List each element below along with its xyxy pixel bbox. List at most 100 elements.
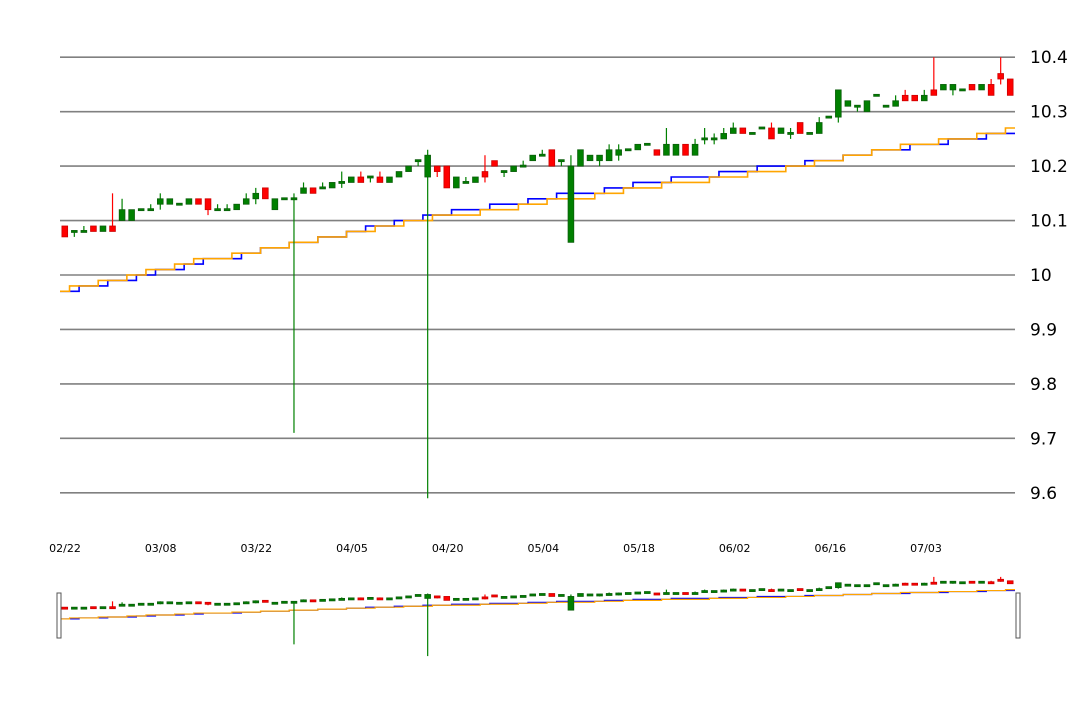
candle — [252, 187, 260, 205]
candle — [835, 89, 842, 123]
candle — [214, 204, 221, 212]
candle-body — [978, 84, 985, 91]
candle — [166, 198, 174, 205]
candle-body — [357, 176, 365, 183]
candle-body — [844, 100, 852, 107]
ma-fast-line — [60, 132, 1015, 293]
candle — [691, 138, 699, 156]
candle — [758, 126, 766, 130]
candle — [720, 128, 727, 140]
navigator-candle — [462, 597, 470, 601]
candle-body — [567, 596, 575, 611]
candle-body — [109, 225, 116, 232]
candle — [586, 154, 594, 162]
candle-body — [873, 93, 880, 97]
y-tick-label: 9.7 — [1030, 429, 1057, 449]
candle — [338, 171, 345, 188]
candle-body — [558, 159, 565, 163]
candle-body — [796, 122, 804, 134]
candle-body — [605, 593, 613, 596]
candle — [500, 170, 508, 177]
navigator-candle — [605, 592, 613, 596]
candle-body — [510, 165, 517, 172]
candle-body — [395, 596, 403, 600]
candle-body — [806, 132, 813, 135]
candle — [233, 203, 240, 211]
candle-body — [968, 84, 976, 91]
candle-body — [242, 198, 250, 205]
navigator-candle — [319, 598, 326, 602]
navigator-candle — [921, 582, 928, 586]
candle-body — [529, 593, 536, 597]
navigator-candle — [90, 606, 97, 610]
range-navigator[interactable] — [56, 576, 1021, 657]
candle-body — [672, 143, 680, 156]
candle-body — [252, 600, 260, 604]
navigator-candle — [195, 601, 202, 605]
navigator-candle — [634, 591, 642, 595]
candle-body — [319, 598, 326, 602]
candle — [348, 176, 355, 183]
candle — [510, 165, 517, 172]
candle — [644, 142, 651, 146]
navigator-candle — [185, 601, 193, 605]
candle-body — [911, 94, 918, 102]
candle — [80, 226, 88, 233]
navigator-candle — [730, 588, 737, 592]
candle-body — [901, 582, 909, 586]
navigator-candle — [348, 597, 355, 601]
navigator-candle — [835, 582, 842, 589]
candle — [777, 127, 785, 134]
candle-body — [710, 137, 718, 141]
candle-body — [80, 606, 88, 610]
navigator-candle — [911, 582, 918, 586]
candle — [863, 100, 871, 113]
candle — [796, 122, 804, 134]
navigator-candle — [118, 602, 126, 607]
candle-body — [911, 582, 918, 586]
navigator-candle — [739, 588, 747, 592]
candle-body — [844, 583, 852, 587]
navigator-candle — [510, 595, 517, 599]
candle — [682, 143, 689, 156]
navigator-right-handle[interactable] — [1015, 592, 1021, 639]
candle-body — [882, 104, 890, 108]
candle-body — [739, 127, 747, 134]
candle — [873, 93, 880, 97]
x-tick-label: 05/04 — [527, 542, 559, 555]
candle-body — [596, 593, 603, 597]
candle-body — [300, 599, 307, 603]
navigator-candle — [223, 602, 231, 606]
candle-body — [166, 198, 174, 205]
navigator-candle — [624, 592, 632, 595]
candle-body — [825, 586, 833, 590]
candle-body — [328, 182, 336, 189]
y-tick-label: 10.1 — [1030, 212, 1068, 232]
candle-body — [271, 198, 279, 211]
candle-body — [987, 84, 995, 96]
navigator-candle — [424, 593, 431, 657]
candle-body — [653, 592, 661, 596]
candle-body — [433, 165, 441, 172]
candle — [930, 57, 938, 96]
candle-body — [930, 581, 938, 585]
candle-body — [777, 588, 785, 592]
navigator-candle — [137, 602, 145, 606]
candle-body — [223, 208, 231, 212]
candle — [615, 144, 622, 161]
candle-body — [185, 198, 193, 205]
candle-body — [386, 597, 393, 601]
navigator-left-handle[interactable] — [56, 592, 62, 639]
candle-body — [672, 592, 680, 595]
navigator-candle — [281, 600, 288, 604]
navigator-candle — [290, 600, 298, 645]
candle-body — [147, 602, 154, 606]
navigator-candle — [128, 603, 135, 607]
candle-body — [271, 601, 279, 605]
candle-body — [348, 176, 355, 183]
candle-body — [624, 592, 632, 595]
candle-body — [930, 89, 938, 96]
x-tick-label: 06/16 — [814, 542, 846, 555]
y-tick-label: 9.8 — [1030, 375, 1057, 395]
